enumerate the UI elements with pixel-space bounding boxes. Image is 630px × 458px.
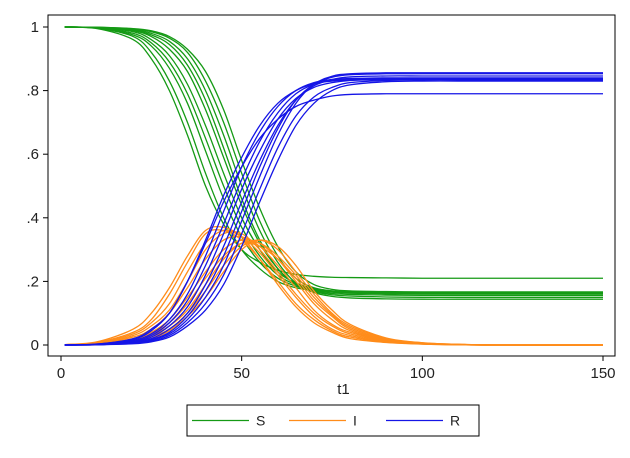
x-axis-title: t1 [337,381,350,398]
x-tick-label: 100 [410,365,435,382]
series-line-R-29 [64,79,603,346]
x-axis: 0 50 100 150 [57,356,616,382]
series-line-S-10 [64,26,603,293]
series-line-S-9 [64,26,603,294]
y-axis: 0 .2 .4 .6 .8 1 [26,19,48,354]
y-tick-label: 0 [31,337,39,354]
y-tick-label: .8 [26,83,39,100]
series-layer [64,26,604,346]
series-line-R-28 [64,72,603,346]
plot-frame [47,14,616,357]
y-tick-label: 1 [31,19,39,36]
series-line-R-30 [64,80,603,346]
x-tick-label: 150 [590,365,615,382]
series-line-S-7 [64,26,603,298]
series-line-R-27 [64,73,603,346]
legend-label-R: R [450,413,460,429]
series-line-R-21 [64,93,603,346]
legend-label-S: S [256,413,265,429]
series-line-R-26 [64,75,603,346]
legend-label-I: I [353,413,357,429]
x-tick-label: 50 [233,365,250,382]
y-tick-label: .6 [26,146,39,163]
y-tick-label: .4 [26,210,39,227]
y-tick-label: .2 [26,273,39,290]
x-tick-label: 0 [57,365,65,382]
